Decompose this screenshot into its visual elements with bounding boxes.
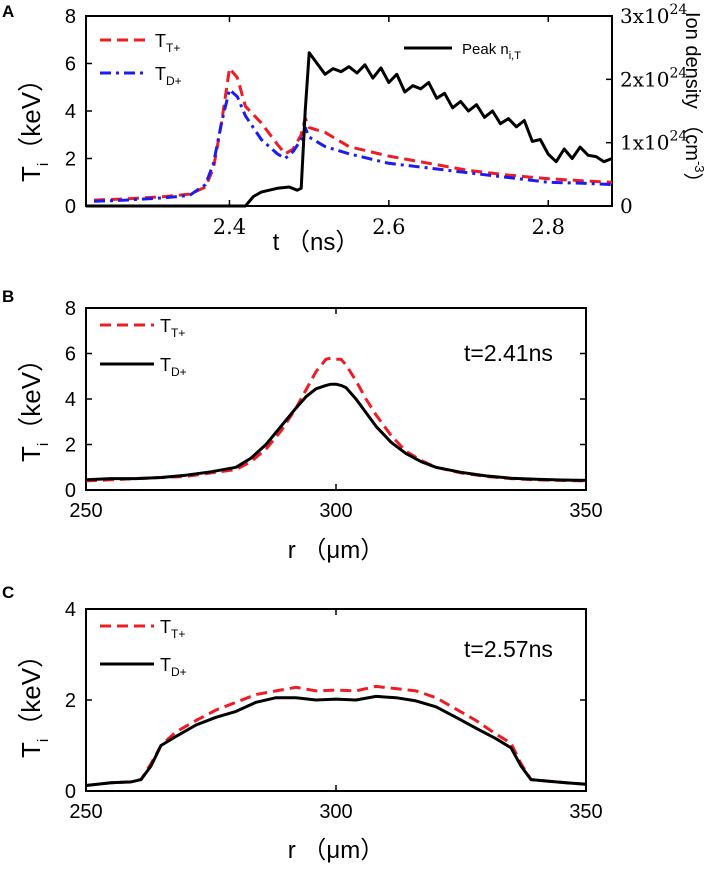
x-tick-label: 250 [69,801,102,823]
y-axis-label: Ti（keV） [16,346,52,462]
series-line-1 [85,382,587,482]
y-right-tick-label: 2x1024 [620,65,687,91]
legend: TT+ TD+ Peak ni,T [100,31,521,88]
legend-label-td: TD+ [160,355,187,379]
panel-b: B Ti（keV） r （μm） t=2.41ns 250 300 350 0 2 4 6 8… [2,287,603,564]
axis-ticks: 2.4 2.6 2.8 0 2 4 6 8 0 1x1024 2x1024 3x1024 [65,2,687,239]
y-tick-label: 4 [65,599,76,621]
x-axis-label: r （μm） [288,537,384,564]
panel-label: A [2,2,14,21]
y-axis-right-label: Ion density （cm-3） [681,12,707,193]
y-tick-label: 8 [65,6,76,28]
y-tick-label: 0 [65,781,76,803]
series-line-0 [93,66,613,202]
series-line-0 [85,684,587,787]
y-tick-label: 0 [65,480,76,502]
y-tick-label: 2 [65,690,76,712]
y-tick-label: 2 [65,149,76,171]
series-line-1 [85,694,587,787]
legend-label-tt: TT+ [160,617,185,641]
legend: TT+ TD+ [100,316,187,379]
x-axis-label: t （ns） [273,229,360,256]
x-tick-label: 350 [569,801,602,823]
series-line-1 [93,88,613,203]
y-tick-label: 0 [65,196,76,218]
y-tick-label: 6 [65,344,76,366]
series-line-0 [85,356,587,483]
series-lines [86,51,613,208]
x-axis-label: r （μm） [288,837,384,864]
x-tick-label: 250 [69,500,102,522]
series-lines [85,684,587,787]
x-tick-label: 300 [319,801,352,823]
y-tick-label: 2 [65,435,76,457]
panel-label: C [2,583,14,602]
panel-c: C Ti（keV） r （μm） t=2.57ns 250 300 350 0 2 4 T… [2,583,603,864]
y-tick-label: 8 [65,298,76,320]
legend-label-tt: TT+ [155,31,180,55]
y-tick-label: 6 [65,54,76,76]
y-tick-label: 4 [65,101,76,123]
series-line-2 [86,51,613,208]
axis-ticks: 250 300 350 0 2 4 6 8 [65,298,603,522]
legend-label-peak: Peak ni,T [462,41,521,62]
y-axis-label: Ti（keV） [16,66,52,182]
panel-a: A Ti（keV） Ion density （cm-3） t （ns） 2.4 2… [2,2,707,256]
y-right-tick-label: 1x1024 [620,129,687,155]
time-annotation: t=2.41ns [464,340,553,366]
panel-label: B [2,287,14,306]
axis-ticks: 250 300 350 0 2 4 [65,599,603,823]
legend-label-td: TD+ [155,64,182,88]
legend-label-td: TD+ [160,655,187,679]
y-right-tick-label: 3x1024 [620,2,687,28]
series-lines [85,356,587,483]
legend-label-tt: TT+ [160,316,185,340]
x-tick-label: 300 [319,500,352,522]
y-right-tick-label: 0 [620,194,633,218]
x-tick-label: 2.4 [213,215,246,239]
x-tick-label: 2.8 [532,215,565,239]
y-tick-label: 4 [65,389,76,411]
x-tick-label: 350 [569,500,602,522]
legend: TT+ TD+ [100,617,187,679]
time-annotation: t=2.57ns [464,636,553,662]
x-tick-label: 2.6 [372,215,405,239]
y-axis-label: Ti（keV） [16,642,52,758]
